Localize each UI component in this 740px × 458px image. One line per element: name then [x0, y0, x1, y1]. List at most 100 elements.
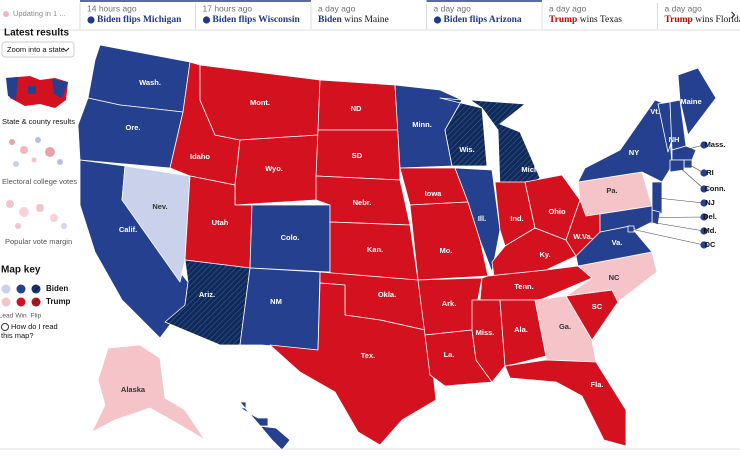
state-shape[interactable]	[499, 299, 547, 367]
key-swatch	[31, 297, 41, 307]
state-label: Mo.	[440, 246, 453, 255]
state-shape[interactable]	[269, 282, 437, 446]
state-label: ND	[351, 104, 362, 113]
thumb-map-blue	[6, 77, 68, 100]
thumb-dot	[31, 157, 37, 163]
state-label: DC	[705, 240, 716, 249]
state-shape[interactable]	[454, 167, 501, 273]
state-shape[interactable]	[239, 267, 321, 351]
state-label: Nev.	[152, 202, 167, 211]
state-label: Maine	[680, 97, 701, 106]
state-label: NM	[270, 297, 282, 306]
callout-dot[interactable]	[700, 227, 708, 235]
callout-dot[interactable]	[700, 241, 708, 249]
callout-dot[interactable]	[700, 141, 708, 149]
state-label: Conn.	[704, 184, 725, 193]
view-popular[interactable]: Popular vote margin	[5, 237, 72, 246]
ticker-time: a day ago	[434, 3, 472, 13]
state-shape[interactable]	[671, 145, 697, 161]
state-label: Tenn.	[514, 282, 533, 291]
state-shape[interactable]	[234, 134, 319, 206]
state-label: SD	[352, 151, 363, 160]
callout-dot[interactable]	[700, 199, 708, 207]
help-icon	[1, 323, 9, 331]
state-label: Utah	[212, 218, 229, 227]
thumb-dot	[9, 139, 15, 145]
thumb-popular[interactable]	[6, 200, 67, 229]
ticker-name: Trump	[549, 15, 577, 25]
callout-dot[interactable]	[700, 213, 708, 221]
zoom-select[interactable]	[1, 41, 75, 58]
updating-text: Updating in 1 ...	[13, 9, 66, 18]
state-label: Calif.	[119, 225, 137, 234]
ticker-rest: wins Texas	[580, 15, 622, 25]
thumb-dot	[20, 146, 28, 154]
ticker-item[interactable]: Biden wins Maine	[318, 15, 389, 25]
ticker-flip-dot	[202, 16, 211, 24]
state-label: Wyo.	[265, 164, 283, 173]
state-label: Va.	[612, 238, 623, 247]
ticker-headline: Trump wins Texas	[549, 15, 622, 25]
latest-results[interactable]: Latest results	[4, 28, 69, 39]
view-state-county[interactable]: State & county results	[2, 117, 75, 126]
state-shape[interactable]	[479, 265, 593, 301]
help-line: this map?	[1, 331, 34, 340]
ticker-item[interactable]: Trump wins Florida	[665, 15, 740, 25]
state-label: NC	[609, 273, 620, 282]
thumb-map	[6, 76, 68, 108]
state-shape[interactable]	[239, 401, 291, 451]
ticker-flip-dot	[433, 16, 442, 24]
ticker-name: Biden	[318, 15, 342, 25]
state-shape[interactable]	[565, 251, 658, 303]
thumb-electoral[interactable]	[9, 137, 63, 167]
ticker-item[interactable]: Biden flips Michigan	[87, 15, 182, 25]
callout-line	[654, 216, 705, 218]
updating-dot	[3, 11, 9, 17]
key-swatch	[1, 284, 11, 294]
ticker-rest: flips Arizona	[470, 15, 522, 25]
callout-dot[interactable]	[700, 169, 708, 177]
thumb-dot	[61, 223, 67, 229]
ticker-headline: Biden flips Arizona	[444, 15, 522, 25]
ticker-headline: Biden flips Michigan	[97, 15, 182, 25]
ticker-time: 17 hours ago	[203, 3, 253, 13]
state-shape[interactable]	[677, 67, 717, 136]
ticker-next[interactable]: ›	[730, 6, 735, 23]
state-label: Hawaii	[251, 407, 275, 416]
thumb-dot	[50, 214, 58, 222]
ticker-time: a day ago	[549, 3, 587, 13]
callout-dot[interactable]	[700, 185, 708, 193]
state-label: Tex.	[361, 351, 375, 360]
state-label: Mich.	[521, 165, 540, 174]
ticker-item[interactable]: Biden flips Wisconsin	[202, 15, 301, 25]
ticker-rest: flips Michigan	[123, 15, 182, 25]
ticker-headline: Biden flips Wisconsin	[213, 15, 301, 25]
view-electoral[interactable]: Electoral college votes	[2, 177, 77, 186]
state-label: Okla.	[378, 290, 396, 299]
state-label: Md.	[704, 226, 717, 235]
ticker: 14 hours ago Biden flips Michigan 17 hours…	[79, 0, 740, 29]
state-label: Del.	[703, 212, 717, 221]
thumb-state[interactable]	[3, 74, 69, 114]
state-label: Wash.	[139, 78, 161, 87]
state-shape[interactable]	[91, 344, 206, 441]
thumb-dot	[35, 137, 41, 143]
state-shape[interactable]	[121, 165, 191, 283]
thumb-dot	[15, 223, 21, 229]
help-link[interactable]: How do I read this map?	[1, 322, 58, 340]
state-shape[interactable]	[669, 159, 685, 173]
ticker-time: a day ago	[318, 3, 356, 13]
state-shape[interactable]	[409, 201, 489, 281]
state-shape[interactable]	[504, 359, 627, 447]
zoom-select-label: Zoom into a state	[7, 45, 65, 54]
callout-line	[656, 197, 705, 204]
callout-line	[630, 228, 705, 246]
ticker-time: 14 hours ago	[87, 3, 137, 13]
thumb-dot	[57, 159, 63, 165]
ticker-time: a day ago	[665, 3, 703, 13]
ticker-item[interactable]: Trump wins Texas	[549, 15, 622, 25]
ticker-headline: Trump wins Florida	[665, 15, 740, 25]
state-label: NY	[629, 148, 639, 157]
ticker-item[interactable]: Biden flips Arizona	[433, 15, 522, 25]
